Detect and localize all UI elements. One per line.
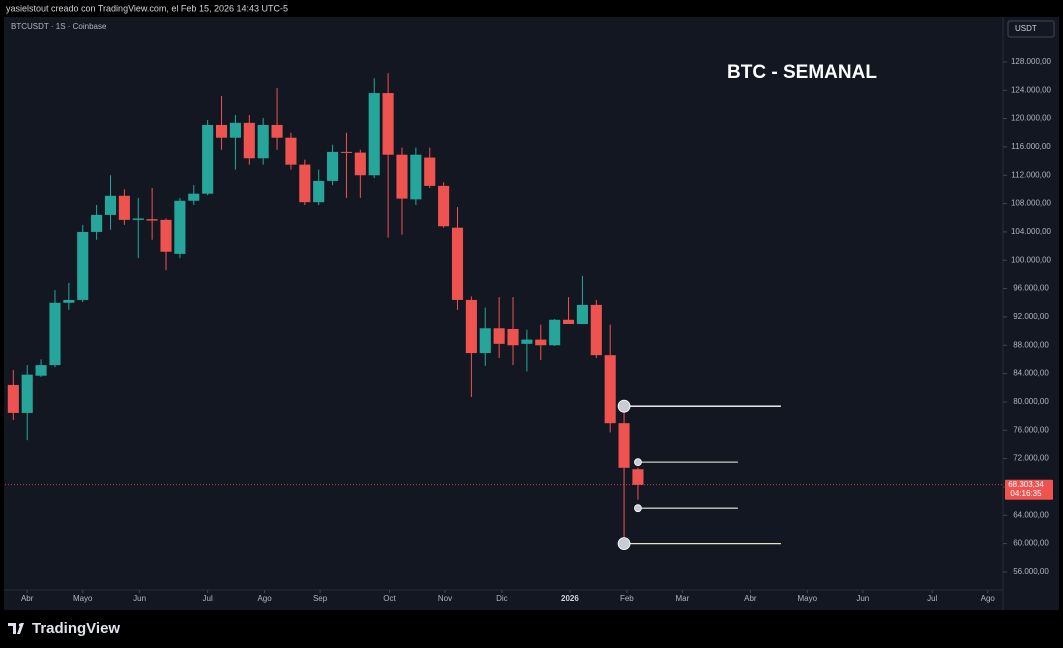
last-price-box — [1005, 479, 1053, 500]
x-tick-label: Feb — [620, 594, 634, 603]
candle-body — [396, 154, 408, 199]
candle-body — [63, 299, 75, 303]
candle-body — [576, 304, 588, 325]
candle-body — [354, 152, 366, 176]
y-tick-label: 88.000,00 — [1013, 340, 1049, 349]
candle-body — [451, 227, 464, 300]
candle-body — [410, 154, 422, 200]
candle-body — [21, 374, 33, 413]
candle-body — [160, 219, 172, 252]
candle-body — [618, 423, 630, 468]
x-tick-label: Jun — [133, 594, 146, 603]
x-tick-label: Abr — [744, 594, 757, 603]
x-tick-label: Mayo — [798, 594, 818, 603]
candle-body — [271, 124, 283, 138]
x-tick-label: Jun — [856, 594, 869, 603]
countdown: 04:16:35 — [1010, 489, 1042, 498]
candle-body — [215, 124, 228, 138]
y-tick-label: 108.000,00 — [1011, 199, 1052, 208]
candle-body — [493, 328, 505, 344]
candle-body — [174, 200, 186, 254]
x-tick-label: 2026 — [561, 594, 579, 603]
candle-body — [479, 328, 491, 354]
level-marker — [634, 504, 642, 513]
candle-body — [146, 219, 158, 221]
header: yasielstout creado con TradingView.com, … — [6, 3, 288, 13]
candle-body — [285, 137, 297, 165]
x-tick-label: Dic — [496, 594, 508, 603]
x-tick-label: Ago — [257, 594, 272, 603]
last-price-label: 68.303,34 — [1008, 480, 1044, 489]
candle-body — [118, 195, 130, 220]
y-tick-label: 56.000,00 — [1013, 567, 1049, 576]
x-tick-label: Abr — [21, 594, 34, 603]
candle-body — [243, 122, 255, 159]
candle-body — [604, 355, 616, 424]
candle-body — [188, 193, 200, 201]
level-marker — [617, 537, 631, 551]
candle-body — [49, 302, 61, 366]
candle-body — [257, 124, 269, 159]
y-tick-label: 128.000,00 — [1011, 57, 1052, 66]
candle-body — [104, 195, 117, 215]
candle-body — [424, 157, 436, 186]
candle-body — [229, 122, 241, 138]
candle-body — [535, 339, 547, 346]
candle-body — [549, 319, 561, 346]
x-tick-label: Jul — [203, 594, 213, 603]
y-tick-label: 64.000,00 — [1013, 510, 1049, 519]
candle-body — [368, 93, 380, 176]
candle-body — [77, 231, 89, 300]
candle-body — [299, 164, 311, 203]
currency-box[interactable] — [1007, 20, 1055, 38]
y-tick-label: 72.000,00 — [1013, 454, 1049, 463]
level-marker — [634, 458, 642, 467]
y-tick-label: 84.000,00 — [1013, 369, 1049, 378]
candle-body — [632, 469, 644, 485]
y-tick-label: 80.000,00 — [1013, 397, 1049, 406]
x-tick-label: Mayo — [73, 594, 93, 603]
candle-body — [327, 151, 339, 181]
candle-body — [91, 214, 103, 232]
y-tick-label: 124.000,00 — [1011, 85, 1052, 94]
candle-body — [202, 124, 214, 194]
chart-panel — [4, 17, 1059, 610]
y-tick-label: 120.000,00 — [1011, 114, 1052, 123]
candle-body — [438, 185, 450, 227]
symbol: BTCUSDT · 1S · Coinbase — [11, 22, 107, 31]
candle-body — [590, 304, 602, 356]
chart-title: BTC - SEMANAL — [727, 62, 877, 83]
y-tick-label: 100.000,00 — [1011, 255, 1052, 264]
candle-body — [7, 384, 19, 413]
y-tick-label: 116.000,00 — [1011, 142, 1051, 151]
y-tick-label: 60.000,00 — [1013, 539, 1049, 548]
candle-body — [465, 299, 477, 354]
y-tick-label: 76.000,00 — [1013, 425, 1049, 434]
y-tick-label: 112.000,00 — [1011, 170, 1051, 179]
y-tick-label: 96.000,00 — [1013, 284, 1049, 293]
candle-body — [562, 319, 575, 325]
brand: TradingView — [32, 620, 120, 637]
x-tick-label: Sep — [313, 594, 328, 603]
x-tick-label: Mar — [675, 594, 689, 603]
x-tick-label: Ago — [981, 594, 996, 603]
x-tick-label: Jul — [927, 594, 937, 603]
x-tick-label: Oct — [383, 594, 396, 603]
candle-body — [521, 339, 533, 344]
candle-body — [507, 328, 519, 346]
candle-body — [132, 218, 144, 220]
candle-body — [382, 93, 394, 155]
x-tick-label: Nov — [438, 594, 452, 603]
candle-body — [340, 151, 353, 153]
candle-body — [35, 365, 47, 376]
level-marker — [617, 399, 631, 413]
currency: USDT — [1015, 24, 1037, 33]
y-tick-label: 92.000,00 — [1013, 312, 1049, 321]
brand-logo — [8, 623, 24, 634]
candle-body — [313, 180, 325, 203]
y-tick-label: 104.000,00 — [1011, 227, 1052, 236]
